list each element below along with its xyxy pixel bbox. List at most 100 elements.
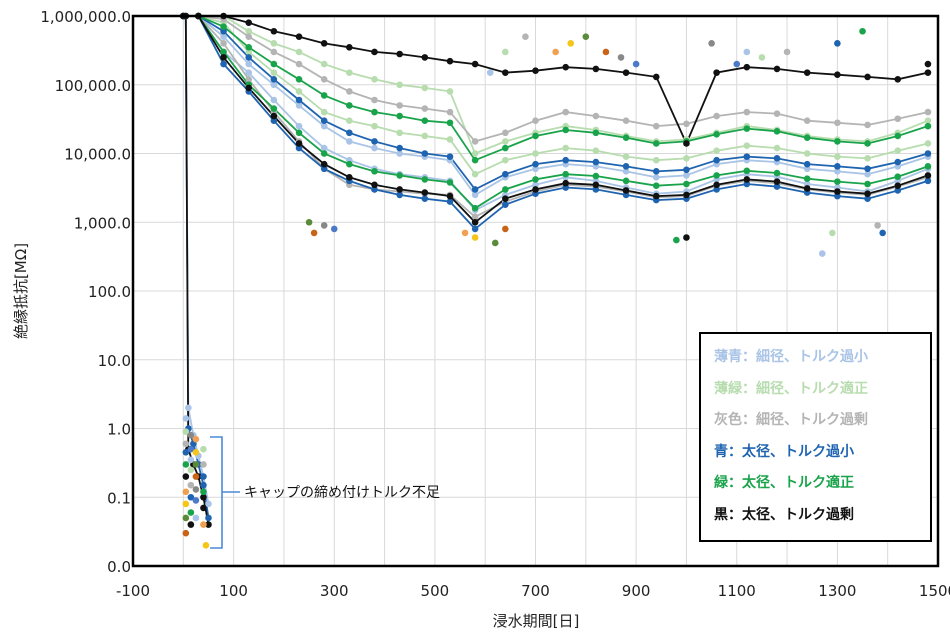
scatter-point: [182, 440, 190, 448]
y-axis-title: 絶縁抵抗[MΩ]: [12, 243, 30, 339]
series-point: [245, 60, 253, 68]
series-point: [421, 195, 429, 203]
series-point: [713, 69, 720, 76]
scatter-point: [187, 509, 195, 516]
series-point: [220, 60, 227, 68]
series-point: [773, 169, 781, 177]
series-point: [295, 144, 303, 152]
scatter-point: [673, 236, 680, 244]
series-point: [220, 23, 227, 30]
series-point: [773, 178, 781, 185]
series-point: [773, 65, 781, 73]
series-point: [371, 76, 378, 83]
scatter-point: [471, 234, 479, 241]
series-point: [471, 204, 479, 212]
series-point: [592, 129, 600, 137]
series-point: [652, 122, 660, 130]
scatter-point: [330, 225, 338, 233]
scatter-point: [187, 466, 195, 474]
series-point: [803, 165, 811, 173]
scatter-point: [192, 461, 200, 468]
series-point: [320, 60, 328, 68]
scatter-point: [310, 229, 318, 237]
series-line: [183, 15, 929, 146]
series-point: [245, 84, 253, 92]
series-point: [622, 177, 630, 185]
series-point: [446, 88, 454, 95]
series-point: [562, 156, 569, 164]
y-tick-label: 1,000,000.0: [40, 8, 131, 26]
series-point: [446, 192, 454, 200]
series-point: [924, 117, 932, 124]
series-point: [295, 48, 303, 56]
scatter-point: [200, 488, 207, 496]
scatter-point: [182, 500, 190, 508]
series-point: [371, 122, 378, 130]
series-line: [183, 15, 929, 155]
series-point: [834, 119, 841, 127]
series-point: [200, 481, 207, 489]
series-point: [270, 27, 278, 35]
series-point: [864, 73, 871, 81]
series-point: [320, 108, 328, 116]
series-point: [924, 122, 932, 130]
series-point: [532, 160, 539, 168]
series-point: [562, 179, 569, 187]
series-point: [220, 40, 227, 47]
series-point: [446, 136, 454, 143]
series-point: [834, 138, 841, 145]
series-point: [652, 174, 660, 181]
series-line: [183, 15, 929, 191]
series-point: [371, 138, 378, 145]
y-tick-label: 10.0: [98, 352, 131, 370]
series-point: [713, 156, 720, 164]
series-point: [270, 81, 278, 89]
series-point: [773, 110, 781, 117]
series-point: [295, 33, 303, 40]
series-point: [803, 160, 811, 168]
series-line: [183, 15, 929, 176]
series-point: [502, 138, 509, 145]
series-point: [532, 67, 539, 75]
series-point: [622, 163, 630, 170]
scatter-point: [305, 218, 313, 226]
y-tick-labels: 1,000,000.0 100,000.0 10,000.0 1,000.0 100.0…: [40, 8, 131, 576]
scatter-point: [187, 445, 195, 453]
series-point: [502, 195, 509, 203]
scatter-point: [187, 431, 195, 439]
x-tick-label: 900: [622, 582, 651, 600]
scatter-point: [182, 514, 190, 522]
legend-item-blue: 青：太径、トルク過小: [714, 443, 854, 460]
series-point: [803, 69, 811, 76]
series-point: [295, 122, 303, 130]
x-tick-labels: -100 100 300 500 700 900 1100 1300 1500: [116, 582, 950, 600]
series-point: [622, 134, 630, 141]
series-point: [295, 102, 303, 109]
series-point: [396, 102, 403, 109]
series-point: [270, 112, 278, 120]
series-point: [295, 60, 303, 68]
legend-item-light-green: 薄緑：細径、トルク適正: [714, 380, 868, 397]
series-point: [803, 117, 811, 124]
series-line: [183, 15, 929, 210]
series-point: [562, 63, 569, 71]
scatter-point: [491, 239, 499, 247]
series-point: [270, 105, 278, 112]
series-point: [396, 129, 403, 137]
series-point: [803, 150, 811, 157]
series-point: [713, 172, 720, 179]
series-point: [371, 108, 378, 116]
series-point: [592, 172, 600, 180]
series-point: [532, 186, 539, 193]
series-point: [532, 132, 539, 140]
scatter-point: [783, 48, 791, 56]
series-point: [743, 176, 751, 183]
scatter-point: [617, 54, 625, 61]
series-point: [346, 138, 353, 145]
series-point: [421, 176, 429, 183]
series-point: [713, 181, 720, 189]
x-tick-label: 100: [219, 582, 248, 600]
series-point: [270, 117, 278, 124]
series-point: [371, 181, 378, 189]
scatter-point: [187, 521, 195, 528]
